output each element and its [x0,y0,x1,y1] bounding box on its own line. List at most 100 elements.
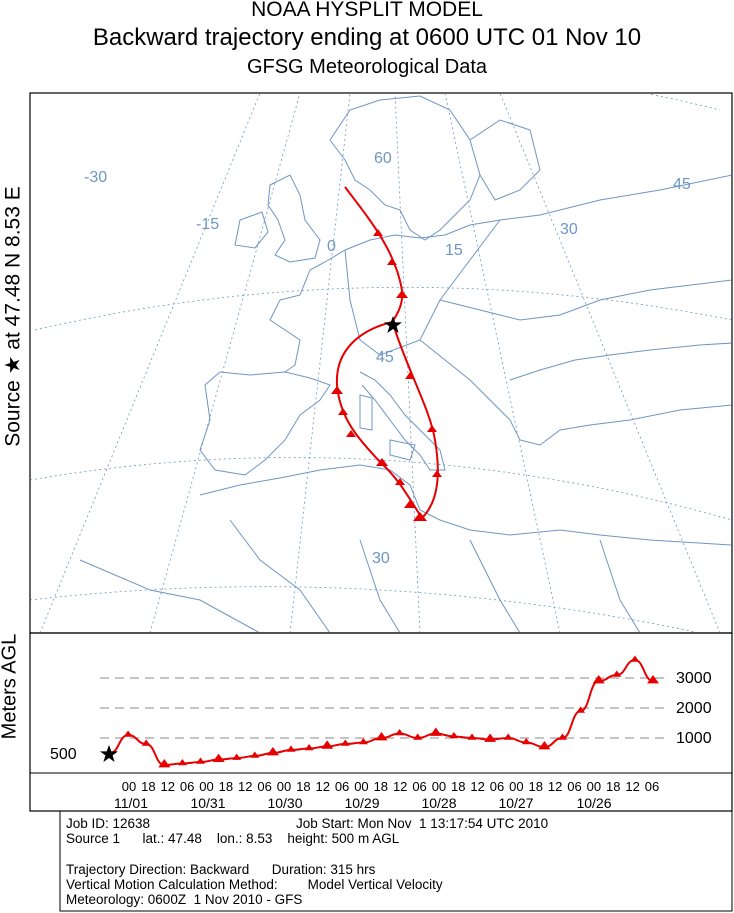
lon-line-0 [289,94,351,632]
sardinia-coast [359,394,373,431]
hour-tick-label: 12 [315,779,329,794]
profile-marker [158,759,171,768]
hour-tick-label: 00 [122,779,136,794]
hour-tick-label: 18 [529,779,543,794]
trajectory-marker [413,512,427,521]
profile-marker [212,753,225,762]
borders-central [344,219,501,356]
trajectory-marker [427,425,437,432]
lon-line-30 [444,94,561,632]
lon-line-45 [499,94,721,632]
level-label-3000: 3000 [676,670,712,687]
profile-marker [375,732,388,741]
level-label-1000: 1000 [676,730,712,747]
trajectory-marker [346,430,356,437]
profile-marker [141,739,151,746]
north-africa-coast [199,464,731,546]
hour-tick-label: 12 [625,779,639,794]
trajectory-marker [338,408,348,415]
britain-coast [267,174,321,263]
title-trajectory: Backward trajectory ending at 0600 UTC 0… [92,24,642,51]
profile-marker [449,732,459,739]
title-model: NOAA HYSPLIT MODEL [251,0,483,21]
hour-tick-label: 00 [432,779,446,794]
profile-marker [558,733,567,740]
profile-marker [340,739,350,746]
lon-label-minus15: -15 [196,216,219,233]
trajectory-direction: Trajectory Direction: Backward Duration:… [66,862,376,877]
profile-marker [232,753,242,760]
profile-marker [286,745,296,752]
source-info: Source 1 lat.: 47.48 lon.: 8.53 height: … [66,831,400,846]
profile-marker [196,757,205,764]
profile-marker [467,733,477,740]
profile-marker [592,675,605,684]
profile-marker [266,747,279,756]
borders-africa-1 [229,519,330,632]
hour-tick-label: 18 [219,779,233,794]
hour-tick-label: 12 [470,779,484,794]
trajectory-marker [376,458,388,466]
profile-marker [612,670,622,677]
trajectory-marker [405,372,415,379]
date-label: 10/26 [576,795,611,811]
profile-star-icon [100,745,118,762]
hour-tick-label: 06 [180,779,194,794]
trajectory-marker [432,470,442,477]
hour-tick-label: 00 [277,779,291,794]
title-met-data: GFSG Meteorological Data [246,56,488,78]
italy-coast [359,371,446,471]
finland-coast [469,119,541,201]
coastlines [79,95,731,632]
profile-marker [630,655,640,662]
lon-label-45: 45 [673,176,691,193]
profile-marker [250,751,260,758]
level-label-2000: 2000 [676,700,712,717]
job-id: Job ID: 12638 [66,816,151,831]
hour-tick-label: 06 [412,779,426,794]
black-sea-coast [509,342,731,381]
profile-marker [413,733,423,740]
balkan-turkey-coast [419,339,731,446]
hour-tick-label: 00 [509,779,523,794]
borders-africa-4 [599,539,640,632]
scandinavia-coast [329,95,481,241]
trajectory-marker [395,478,405,485]
vertical-motion: Vertical Motion Calculation Method: Mode… [66,877,443,892]
meteorology: Meteorology: 0600Z 1 Nov 2010 - GFS [66,892,303,907]
profile-marker [647,675,659,684]
profile-marker [503,733,513,740]
lat-label-30: 30 [372,550,390,567]
lon-label-minus30: -30 [84,169,107,186]
start-height-label: 500 [50,746,77,763]
hour-tick-label: 18 [296,779,310,794]
hour-tick-label: 12 [393,779,407,794]
ireland-coast [234,211,269,249]
hour-tick-label: 06 [567,779,581,794]
trajectory-markers [331,229,442,521]
lat-line-60 [647,94,721,111]
lon-line-minus15 [149,94,301,632]
hour-tick-label: 00 [354,779,368,794]
hour-tick-label: 06 [335,779,349,794]
profile-marker [395,729,405,736]
hour-tick-label: 00 [587,779,601,794]
trajectory-marker [331,386,343,394]
profile-marker [576,706,586,713]
lon-label-15: 15 [445,242,463,259]
hour-tick-label: 12 [238,779,252,794]
borders-africa-3 [469,539,520,632]
date-label: 11/01 [114,795,148,811]
lat-line-45 [34,286,731,331]
lat-line-30 [31,586,698,632]
profile-marker [358,738,368,745]
profile-marker [304,744,314,751]
profile-marker [538,741,551,750]
lon-label-30: 30 [560,221,578,238]
borders-east [439,279,731,321]
borders-africa-west [79,559,260,632]
sicily-coast [389,439,416,461]
lat-label-60: 60 [374,150,392,167]
iberia-coast [199,371,331,476]
